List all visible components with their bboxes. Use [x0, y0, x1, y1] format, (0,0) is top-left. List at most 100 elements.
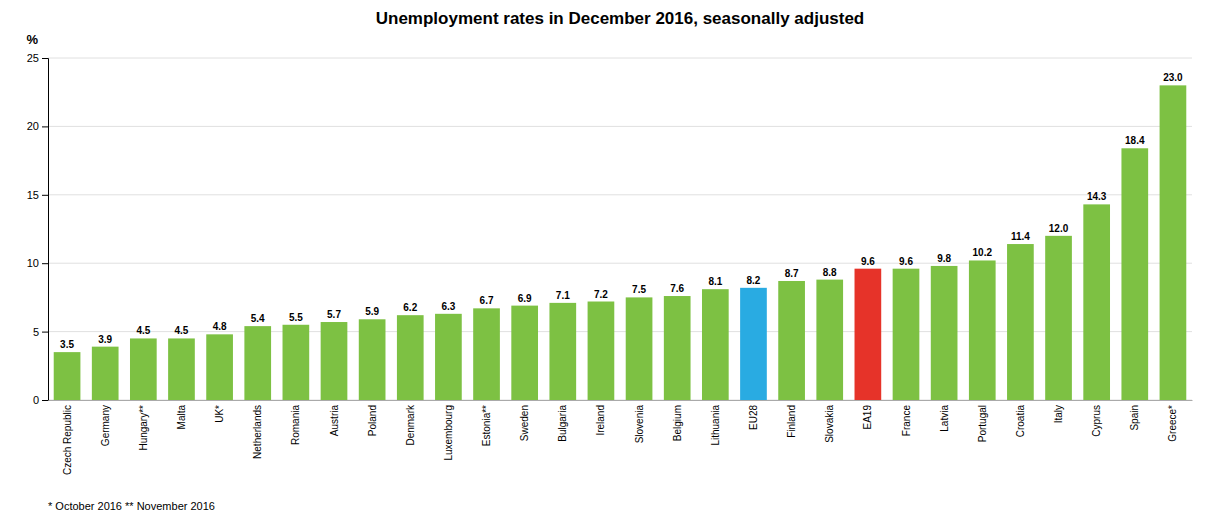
x-tick-label: Austria	[329, 405, 340, 437]
x-tick-label: Sweden	[519, 405, 530, 441]
x-tick: Lithuania	[710, 405, 721, 446]
x-tick-label: Greece*	[1167, 405, 1178, 442]
x-tick-label: UK*	[214, 405, 225, 423]
bar	[1160, 85, 1187, 400]
x-tick: EU28	[748, 405, 759, 430]
x-tick-label: Bulgaria	[557, 405, 568, 442]
bar	[893, 269, 920, 400]
bar	[321, 322, 348, 400]
y-tick-mark	[42, 126, 48, 127]
x-tick: Portugal	[977, 405, 988, 442]
bar	[92, 347, 119, 400]
x-tick: Sweden	[519, 405, 530, 441]
x-tick: Estonia**	[481, 405, 492, 446]
x-tick-label: Luxembourg	[443, 405, 454, 461]
data-label: 23.0	[1163, 72, 1183, 83]
footnote: * October 2016 ** November 2016	[48, 500, 215, 512]
y-tick-label: 15	[27, 189, 39, 201]
x-axis-line	[49, 400, 1193, 401]
plot: 0510152025Czech RepublicGermanyHungary**…	[27, 52, 1193, 475]
bar	[244, 326, 271, 400]
data-label: 5.7	[327, 309, 341, 320]
data-label: 11.4	[1011, 231, 1030, 242]
data-label: 4.5	[175, 325, 189, 336]
x-tick: EA19	[862, 405, 873, 430]
x-tick-label: Romania	[290, 405, 301, 445]
y-tick: 5	[33, 326, 48, 338]
bar	[1083, 204, 1110, 400]
x-tick: Romania	[290, 405, 301, 445]
data-label: 10.2	[973, 247, 993, 258]
data-label: 6.9	[518, 293, 532, 304]
bar	[664, 296, 691, 400]
x-tick: Czech Republic	[62, 405, 73, 475]
chart: 0510152025Czech RepublicGermanyHungary**…	[0, 0, 1212, 518]
bar	[702, 289, 729, 400]
x-tick: Austria	[329, 405, 340, 437]
y-tick-label: 10	[27, 257, 39, 269]
data-labels: 3.53.94.54.54.85.45.55.75.96.26.36.76.97…	[60, 72, 1183, 350]
x-tick: Latvia	[939, 405, 950, 432]
x-tick-label: Croatia	[1015, 405, 1026, 438]
bar	[1121, 148, 1148, 400]
grid-line	[48, 126, 1192, 127]
bar	[397, 315, 424, 400]
y-tick: 20	[27, 120, 48, 132]
x-tick-label: Cyprus	[1091, 405, 1102, 437]
bar	[54, 352, 81, 400]
x-tick: Bulgaria	[557, 405, 568, 442]
x-tick: Cyprus	[1091, 405, 1102, 437]
y-tick-label: 0	[33, 394, 39, 406]
bar	[435, 314, 462, 400]
y-tick: 10	[27, 257, 48, 269]
bar	[511, 306, 538, 400]
bar	[283, 325, 310, 400]
x-tick: Greece*	[1167, 405, 1178, 442]
bar	[778, 281, 805, 400]
bar	[931, 266, 958, 400]
x-tick-label: Poland	[367, 405, 378, 436]
x-tick: Malta	[176, 405, 187, 430]
x-tick-label: Hungary**	[138, 405, 149, 451]
x-tick-label: Slovenia	[634, 405, 645, 444]
x-tick: Poland	[367, 405, 378, 436]
grid-line	[48, 194, 1192, 195]
grid	[48, 58, 1192, 400]
x-tick-label: Finland	[786, 405, 797, 438]
x-tick-label: Latvia	[939, 405, 950, 432]
data-label: 7.6	[670, 283, 684, 294]
y-axis-label: %	[26, 32, 38, 47]
data-label: 9.8	[937, 253, 951, 264]
bar	[969, 260, 996, 400]
data-label: 7.2	[594, 289, 608, 300]
bar	[473, 308, 500, 400]
grid-line	[48, 58, 1192, 59]
x-tick: UK*	[214, 405, 225, 423]
x-axis: Czech RepublicGermanyHungary**MaltaUK*Ne…	[49, 401, 1193, 476]
data-label: 8.2	[747, 275, 761, 286]
x-tick: Slovakia	[824, 405, 835, 443]
x-tick-label: Netherlands	[252, 405, 263, 459]
x-tick-label: Estonia**	[481, 405, 492, 446]
x-tick-label: Lithuania	[710, 405, 721, 446]
x-tick-label: Spain	[1129, 405, 1140, 431]
data-label: 4.5	[136, 325, 150, 336]
y-tick-mark	[42, 263, 48, 264]
bar	[206, 334, 233, 400]
x-tick: Ireland	[595, 405, 606, 436]
data-label: 6.3	[441, 301, 455, 312]
x-tick-label: Slovakia	[824, 405, 835, 443]
data-label: 12.0	[1049, 223, 1069, 234]
x-tick: Belgium	[672, 405, 683, 441]
data-label: 8.8	[823, 267, 837, 278]
data-label: 5.4	[251, 313, 265, 324]
title: Unemployment rates in December 2016, sea…	[376, 9, 864, 28]
bar	[1007, 244, 1034, 400]
data-label: 3.9	[98, 334, 112, 345]
y-tick-label: 25	[27, 52, 39, 64]
bar	[168, 338, 195, 400]
y-tick-mark	[42, 195, 48, 196]
data-label: 14.3	[1087, 191, 1107, 202]
x-tick: Hungary**	[138, 405, 149, 451]
x-tick-label: Malta	[176, 405, 187, 430]
